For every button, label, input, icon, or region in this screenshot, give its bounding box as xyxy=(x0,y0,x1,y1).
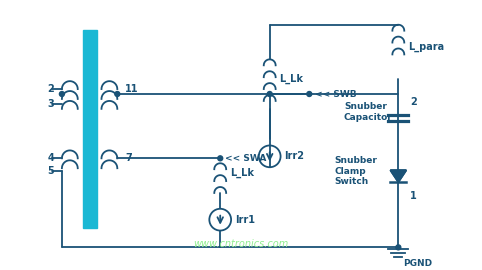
Circle shape xyxy=(218,156,223,161)
Text: L_Lk: L_Lk xyxy=(230,168,254,178)
Text: www.cntronics.com: www.cntronics.com xyxy=(193,239,289,249)
Circle shape xyxy=(396,245,401,250)
Circle shape xyxy=(115,92,120,96)
Text: Irr1: Irr1 xyxy=(235,215,255,225)
Circle shape xyxy=(267,92,272,96)
Polygon shape xyxy=(390,170,406,182)
Circle shape xyxy=(307,92,312,96)
Text: 3: 3 xyxy=(47,99,54,109)
Text: 4: 4 xyxy=(47,153,54,163)
Text: 2: 2 xyxy=(410,97,417,107)
Text: Irr2: Irr2 xyxy=(284,151,305,161)
Bar xyxy=(83,30,96,228)
Text: Snubber
Clamp
Switch: Snubber Clamp Switch xyxy=(334,156,377,186)
Text: Snubber
Capacitor: Snubber Capacitor xyxy=(344,102,393,122)
Text: 11: 11 xyxy=(125,84,139,94)
Circle shape xyxy=(59,92,65,96)
Text: << SWB: << SWB xyxy=(315,89,357,99)
Text: << SWA: << SWA xyxy=(225,154,267,163)
Text: L_para: L_para xyxy=(408,42,444,52)
Text: 2: 2 xyxy=(47,84,54,94)
Text: PGND: PGND xyxy=(403,259,432,268)
Text: L_Lk: L_Lk xyxy=(280,74,304,84)
Text: 5: 5 xyxy=(47,166,54,176)
Text: 1: 1 xyxy=(410,191,417,201)
Text: 7: 7 xyxy=(125,153,132,163)
